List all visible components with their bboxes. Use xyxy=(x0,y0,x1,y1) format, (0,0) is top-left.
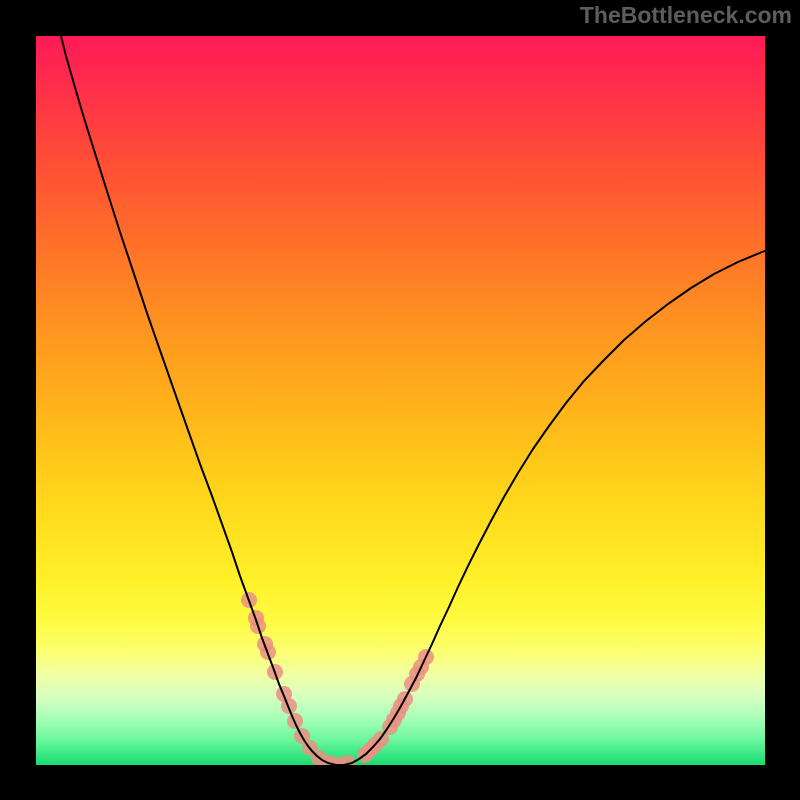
frame-bottom xyxy=(0,765,800,800)
plot-area xyxy=(36,36,765,765)
plot-background xyxy=(36,36,765,765)
frame-top xyxy=(0,0,800,36)
plot-svg xyxy=(36,36,765,765)
frame-left xyxy=(0,0,36,800)
frame-right xyxy=(765,0,800,800)
